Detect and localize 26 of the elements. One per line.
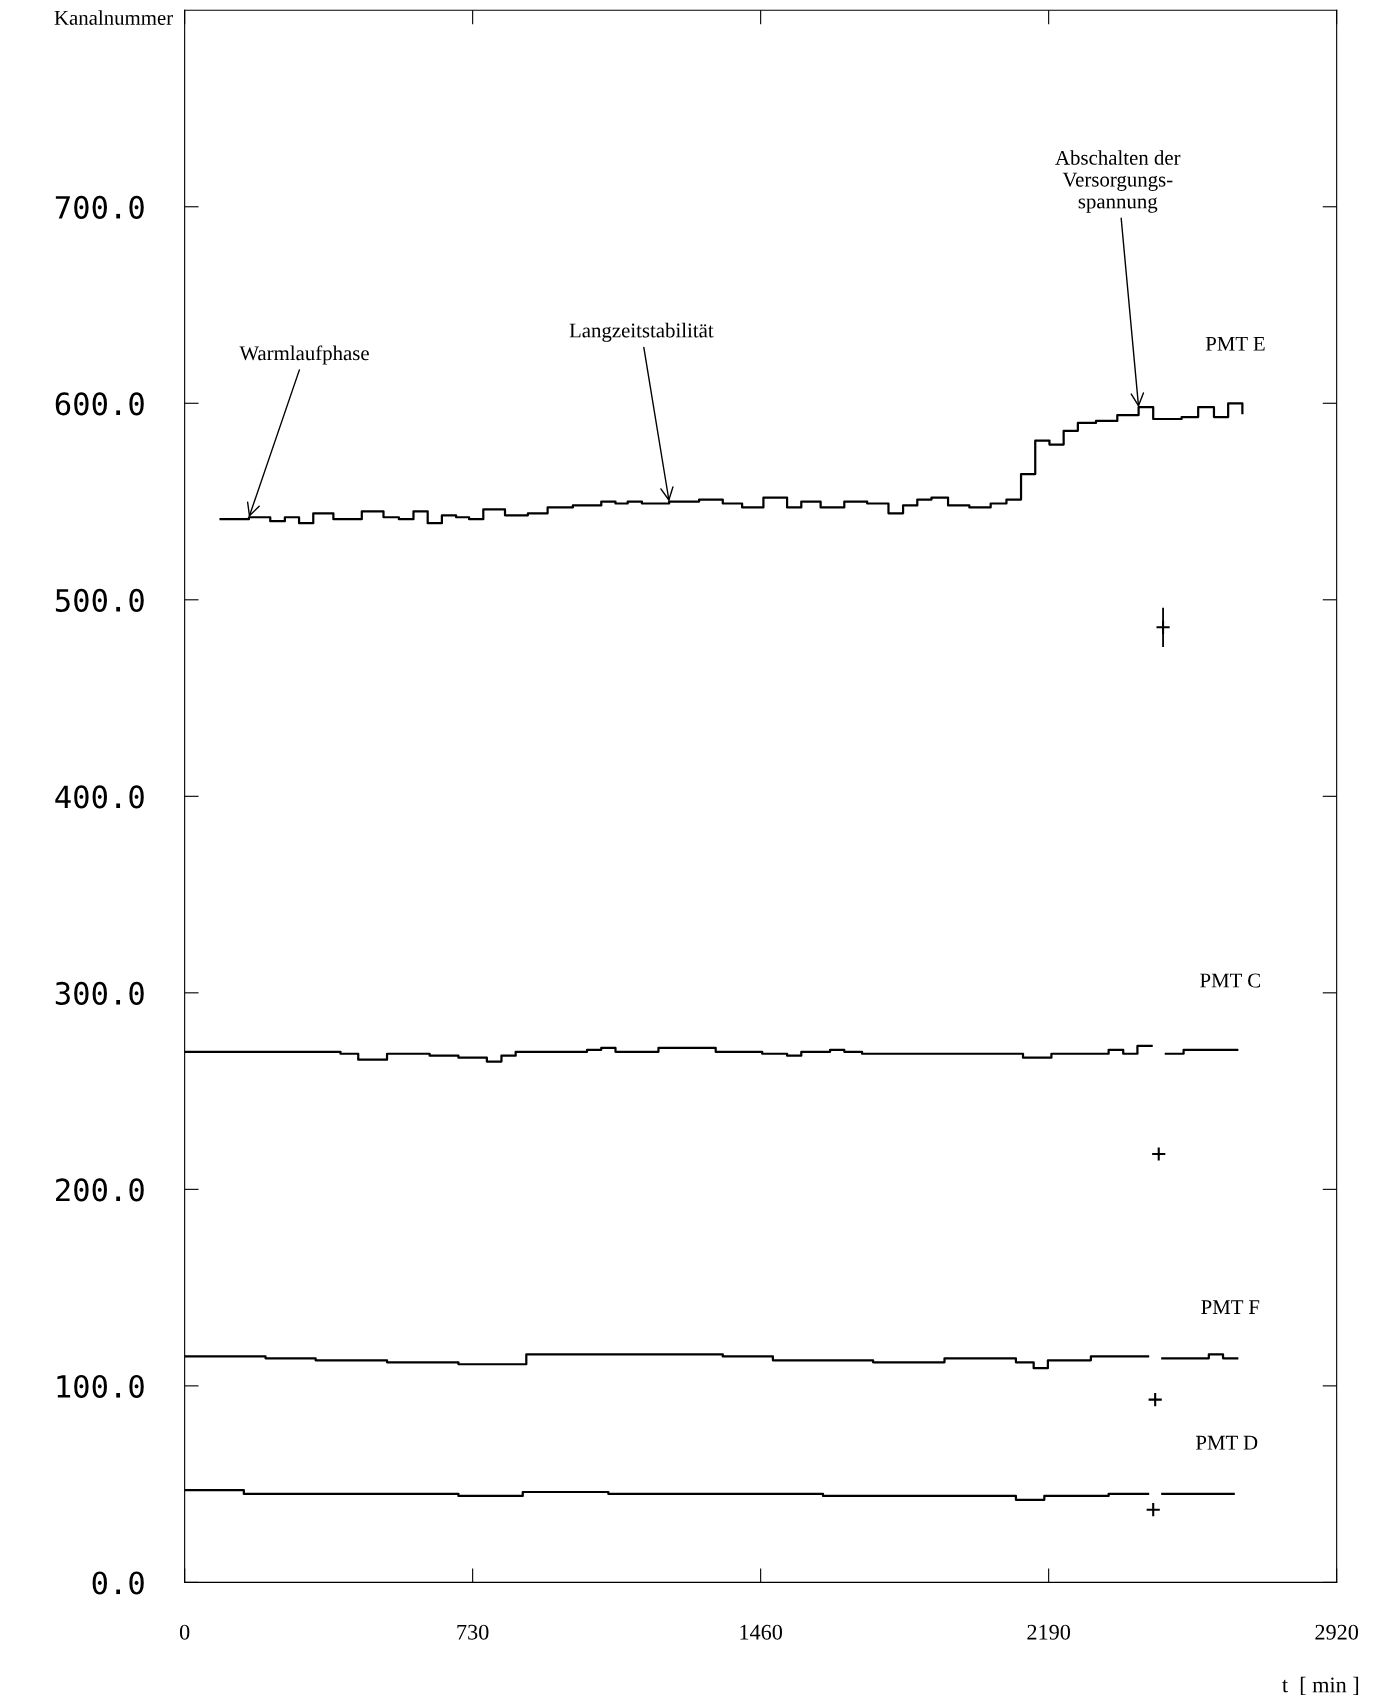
y-tick-label: 500.0 [55, 588, 144, 612]
y-tick-label: 300.0 [55, 981, 144, 1005]
series-label: PMT F [1201, 1300, 1260, 1314]
y-tick-label: 200.0 [56, 1178, 144, 1202]
y-axis-title: Kanalnummer [54, 10, 173, 25]
annotation: Langzeitstabilität [569, 322, 714, 342]
y-tick-label: 700.0 [55, 195, 144, 219]
point [1145, 1502, 1161, 1518]
y-tick-label: 600.0 [55, 392, 144, 416]
y-tick-label: 400.0 [55, 785, 144, 809]
annotation: Warmlaufphase [239, 345, 369, 365]
x-axis-title: t [ min ] [1282, 1676, 1359, 1696]
x-tick-label: 1460 [740, 1624, 783, 1640]
x-tick-label: 0 [179, 1624, 190, 1640]
annotation: Abschalten der Versorgungs- spannung [1055, 150, 1181, 213]
x-tick-label: 2190 [1027, 1624, 1071, 1640]
point [1155, 619, 1171, 635]
point [1147, 1392, 1163, 1408]
text: PMT C [1200, 973, 1260, 988]
point [1151, 1146, 1167, 1162]
x-tick-label: 730 [457, 1624, 489, 1640]
x-tick-label: 2920 [1315, 1624, 1359, 1640]
y-tick-label: 100.0 [57, 1374, 144, 1398]
text: PMT D [1195, 1435, 1258, 1450]
y-tick-label: 0.0 [92, 1571, 144, 1595]
text: PMT E [1205, 336, 1265, 351]
